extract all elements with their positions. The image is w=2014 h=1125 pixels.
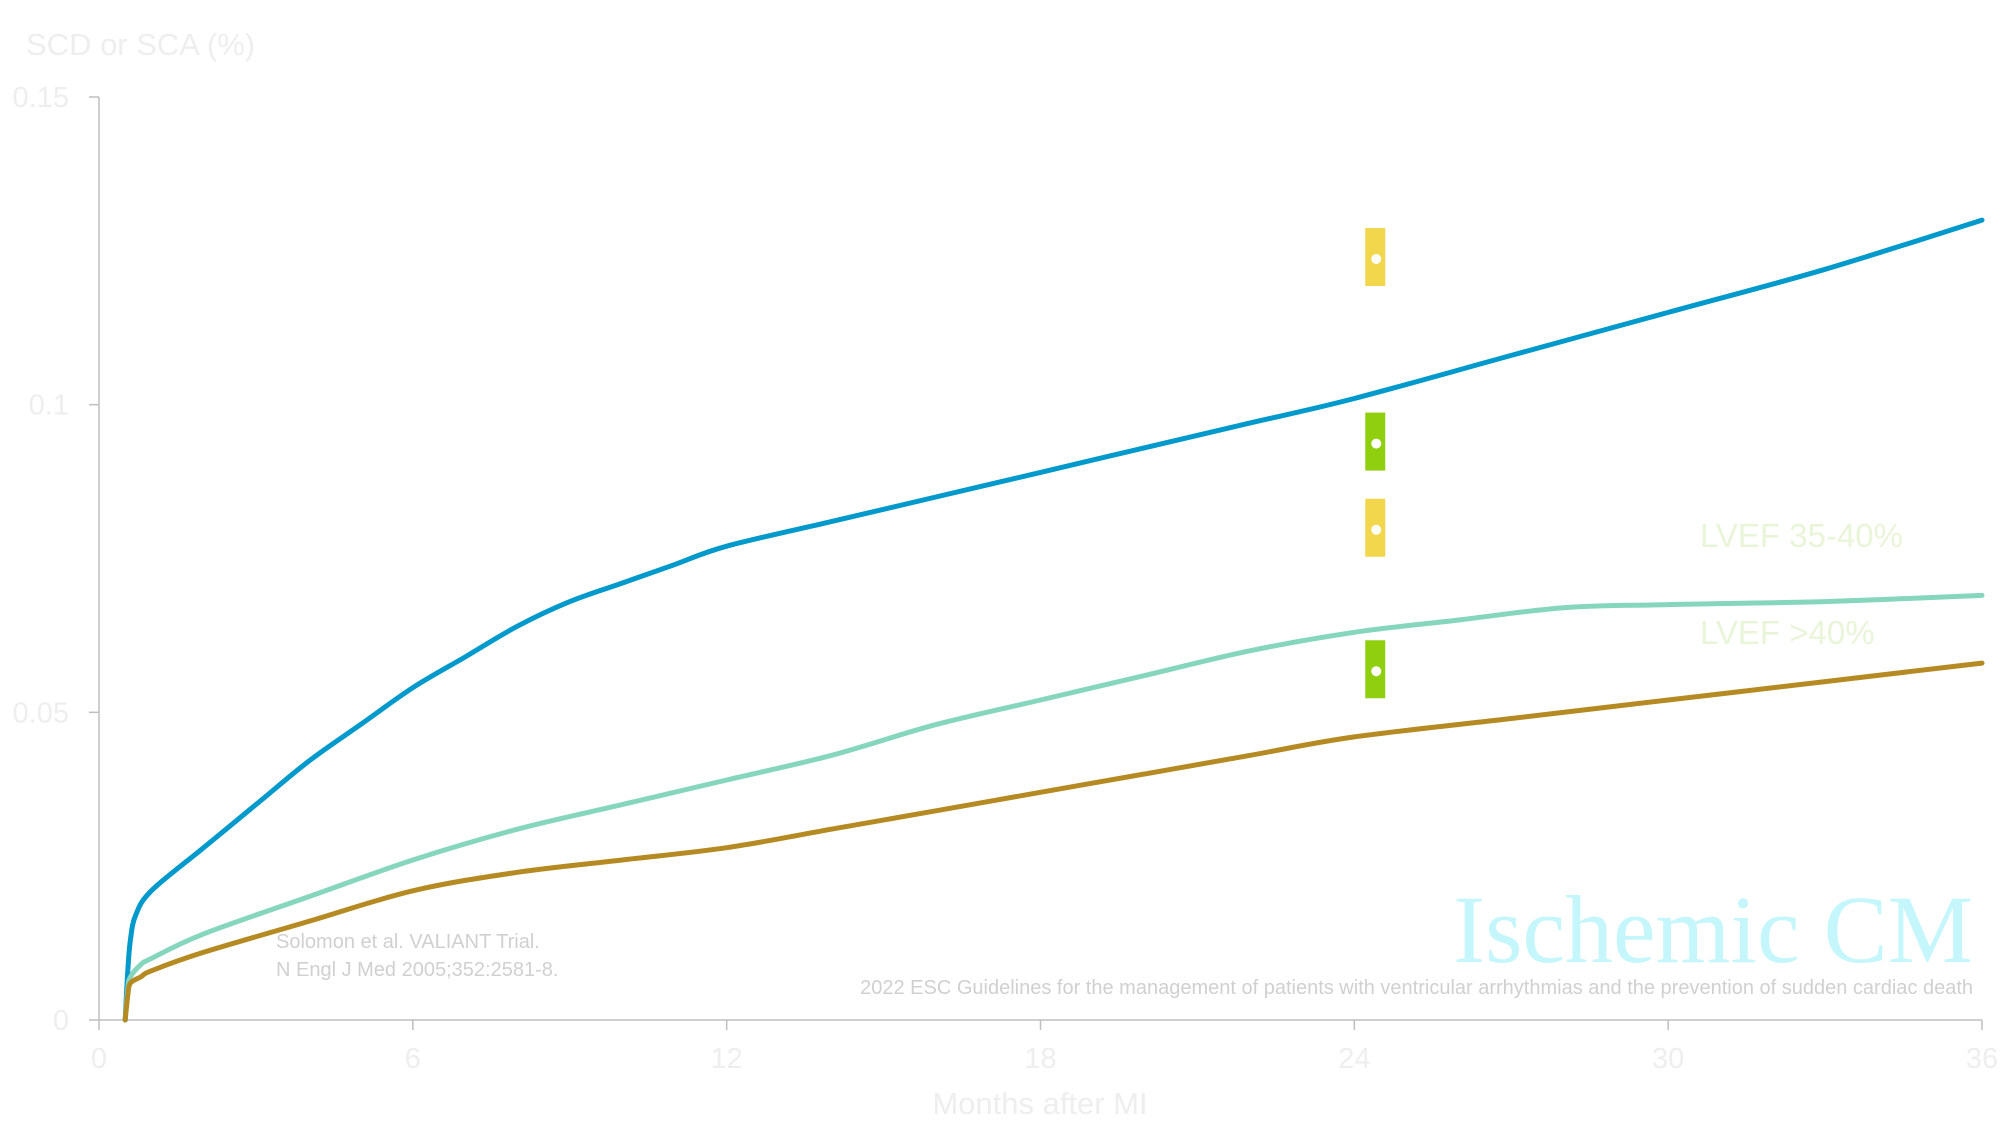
markers [1365, 227, 1386, 699]
source-citation-line-1: Solomon et al. VALIANT Trial. [276, 931, 540, 953]
series-line-lvef-over-40 [122, 660, 1985, 1023]
x-tick-label: 36 [1966, 1043, 1998, 1075]
series-label-lvef-over-40: LVEF >40% [1700, 614, 1875, 651]
y-tick-label: 0 [53, 1005, 69, 1037]
y-tick-label: 0.15 [13, 82, 69, 114]
x-tick-label: 12 [711, 1043, 743, 1075]
axes: 0 6 12 18 24 30 36 0 0.05 0.1 0.15 [13, 82, 1999, 1075]
x-tick-label: 18 [1024, 1043, 1056, 1075]
y-tick-label: 0.1 [29, 390, 69, 422]
brand-title: Ischemic CM [1453, 876, 1973, 983]
y-axis-title: SCD or SCA (%) [26, 27, 255, 62]
footer-guideline-text: 2022 ESC Guidelines for the management o… [860, 977, 1973, 999]
chart-text: SCD or SCA (%) Months after MI LVEF 35-4… [26, 27, 1973, 1121]
series-lines [122, 217, 1985, 1023]
x-tick-label: 0 [91, 1043, 107, 1075]
x-tick-label: 6 [405, 1043, 421, 1075]
x-tick-label: 24 [1338, 1043, 1370, 1075]
y-tick-label: 0.05 [13, 697, 69, 729]
series-label-lvef-35-40: LVEF 35-40% [1700, 517, 1903, 554]
marker-dot [1371, 666, 1382, 677]
marker-dot [1371, 524, 1382, 535]
marker-dot [1371, 438, 1382, 449]
x-axis-title: Months after MI [932, 1086, 1147, 1121]
x-tick-label: 30 [1652, 1043, 1684, 1075]
source-citation-line-2: N Engl J Med 2005;352:2581-8. [276, 959, 558, 981]
series-line-top [122, 217, 1985, 1023]
marker-dot [1371, 253, 1382, 264]
series-line-lvef-35-40 [122, 592, 1985, 1023]
